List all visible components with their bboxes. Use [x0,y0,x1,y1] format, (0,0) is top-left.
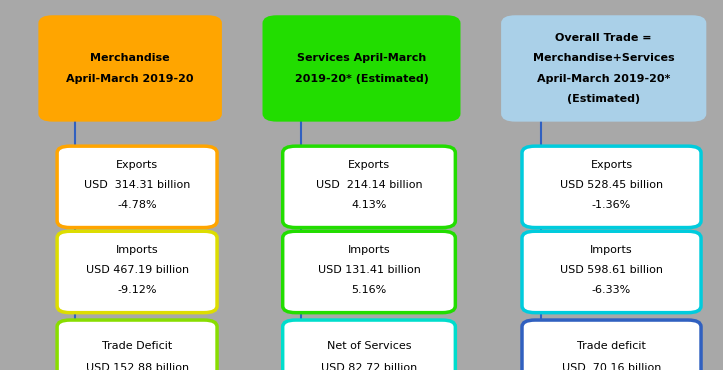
Text: -9.12%: -9.12% [117,285,157,295]
Text: 5.16%: 5.16% [351,285,387,295]
Text: Net of Services: Net of Services [327,341,411,351]
FancyBboxPatch shape [283,320,455,370]
Text: Merchandise: Merchandise [90,53,170,63]
Text: (Estimated): (Estimated) [567,94,641,104]
Text: USD 528.45 billion: USD 528.45 billion [560,180,663,190]
FancyBboxPatch shape [522,320,701,370]
Text: 4.13%: 4.13% [351,199,387,210]
FancyBboxPatch shape [57,146,217,228]
Text: Imports: Imports [348,245,390,256]
FancyBboxPatch shape [57,320,217,370]
Text: USD 467.19 billion: USD 467.19 billion [85,265,189,275]
Text: -4.78%: -4.78% [117,199,157,210]
FancyBboxPatch shape [522,231,701,313]
Text: Exports: Exports [348,160,390,171]
Text: Imports: Imports [116,245,158,256]
Text: Trade Deficit: Trade Deficit [102,341,172,351]
Text: USD 82.72 billion: USD 82.72 billion [321,363,417,370]
Text: USD  314.31 billion: USD 314.31 billion [84,180,190,190]
FancyBboxPatch shape [283,146,455,228]
Text: USD  70.16 billion: USD 70.16 billion [562,363,662,370]
Text: USD 152.88 billion: USD 152.88 billion [85,363,189,370]
Text: -1.36%: -1.36% [592,199,631,210]
Text: Exports: Exports [116,160,158,171]
FancyBboxPatch shape [264,17,459,120]
FancyBboxPatch shape [40,17,221,120]
FancyBboxPatch shape [283,231,455,313]
Text: USD  214.14 billion: USD 214.14 billion [316,180,422,190]
Text: Imports: Imports [590,245,633,256]
FancyBboxPatch shape [522,146,701,228]
Text: Services April-March: Services April-March [297,53,426,63]
Text: USD 131.41 billion: USD 131.41 billion [317,265,421,275]
Text: Exports: Exports [591,160,633,171]
Text: -6.33%: -6.33% [592,285,631,295]
Text: April-March 2019-20*: April-March 2019-20* [537,74,670,84]
FancyBboxPatch shape [57,231,217,313]
Text: Trade deficit: Trade deficit [577,341,646,351]
FancyBboxPatch shape [502,17,705,120]
Text: 2019-20* (Estimated): 2019-20* (Estimated) [294,74,429,84]
Text: USD 598.61 billion: USD 598.61 billion [560,265,663,275]
Text: Merchandise+Services: Merchandise+Services [533,53,675,63]
Text: Overall Trade =: Overall Trade = [555,33,652,43]
Text: April-March 2019-20: April-March 2019-20 [67,74,194,84]
